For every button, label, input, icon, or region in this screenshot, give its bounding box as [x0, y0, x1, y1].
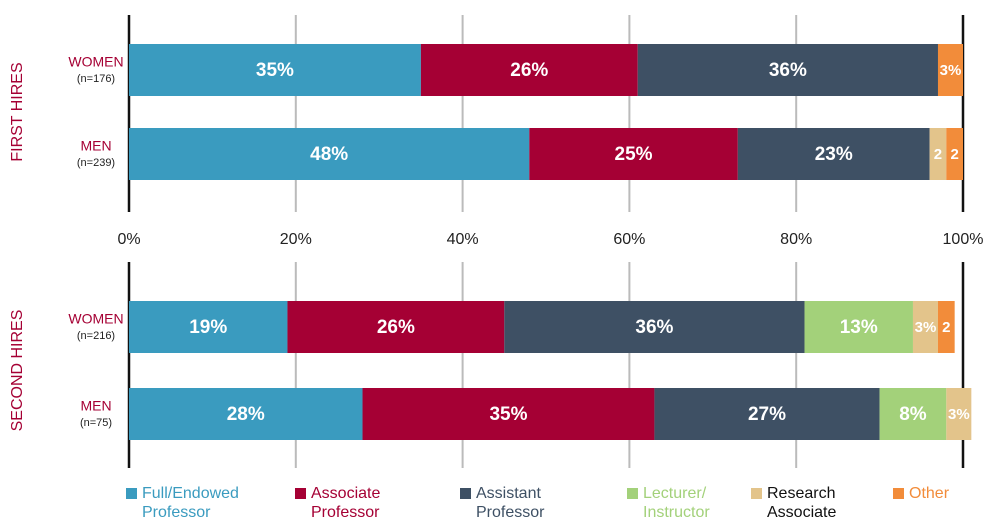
category-label: MEN	[80, 138, 111, 154]
data-label: 3%	[915, 319, 937, 336]
legend-label: Lecturer/ Instructor	[643, 485, 710, 521]
legend-swatch	[627, 488, 638, 499]
data-label: 35%	[256, 60, 294, 81]
bar-segment	[929, 128, 947, 180]
category-label: MEN	[80, 398, 111, 414]
x-tick-label: 0%	[117, 231, 140, 248]
data-label: 8%	[899, 404, 927, 425]
data-label: 2	[934, 146, 942, 163]
x-tick-label: 40%	[447, 231, 479, 248]
data-label: 13%	[840, 317, 878, 338]
bar-segment	[129, 388, 363, 440]
legend-swatch	[126, 488, 137, 499]
bar-segment	[504, 301, 805, 353]
n-label: (n=216)	[77, 330, 115, 342]
data-label: 26%	[510, 60, 548, 81]
x-tick-label: 20%	[280, 231, 312, 248]
data-label: 2	[950, 146, 958, 163]
legend-swatch	[751, 488, 762, 499]
data-label: 48%	[310, 144, 348, 165]
data-label: 36%	[769, 60, 807, 81]
data-label: 19%	[189, 317, 227, 338]
panel-title: SECOND HIRES	[9, 310, 26, 432]
bar-segment	[129, 128, 530, 180]
legend-label: Research Associate	[767, 485, 837, 521]
legend-label: Full/Endowed Professor	[142, 485, 239, 521]
legend-swatch	[295, 488, 306, 499]
bar-segment	[804, 301, 913, 353]
bar-segment	[654, 388, 880, 440]
bar-segment	[129, 44, 421, 96]
category-label: WOMEN	[68, 54, 123, 70]
data-label: 2	[942, 319, 950, 336]
bar-segment	[737, 128, 930, 180]
category-label: WOMEN	[68, 311, 123, 327]
legend-label: Other	[909, 485, 950, 502]
bar-segment	[287, 301, 505, 353]
panel-title: FIRST HIRES	[9, 62, 26, 161]
bar-segment	[362, 388, 655, 440]
bar-segment	[637, 44, 938, 96]
data-label: 3%	[940, 62, 962, 79]
x-tick-label: 60%	[613, 231, 645, 248]
data-label: 23%	[815, 144, 853, 165]
n-label: (n=176)	[77, 73, 115, 85]
x-tick-label: 80%	[780, 231, 812, 248]
bar-segment	[879, 388, 947, 440]
bar-segment	[946, 128, 963, 180]
data-label: 3%	[948, 406, 970, 423]
data-label: 25%	[615, 144, 653, 165]
bar-segment	[937, 44, 963, 96]
bar-segment	[937, 301, 955, 353]
legend-swatch	[460, 488, 471, 499]
bar-segment	[912, 301, 938, 353]
n-label: (n=75)	[80, 417, 112, 429]
data-label: 27%	[748, 404, 786, 425]
x-tick-label: 100%	[943, 231, 984, 248]
data-label: 28%	[227, 404, 265, 425]
legend-label: Assistant Professor	[476, 485, 545, 521]
legend-label: Associate Professor	[311, 485, 381, 521]
data-label: 36%	[635, 317, 673, 338]
bar-segment	[420, 44, 638, 96]
bar-segment	[129, 301, 288, 353]
n-label: (n=239)	[77, 157, 115, 169]
legend-swatch	[893, 488, 904, 499]
data-label: 26%	[377, 317, 415, 338]
bar-segment	[946, 388, 972, 440]
data-label: 35%	[489, 404, 527, 425]
bar-segment	[529, 128, 738, 180]
